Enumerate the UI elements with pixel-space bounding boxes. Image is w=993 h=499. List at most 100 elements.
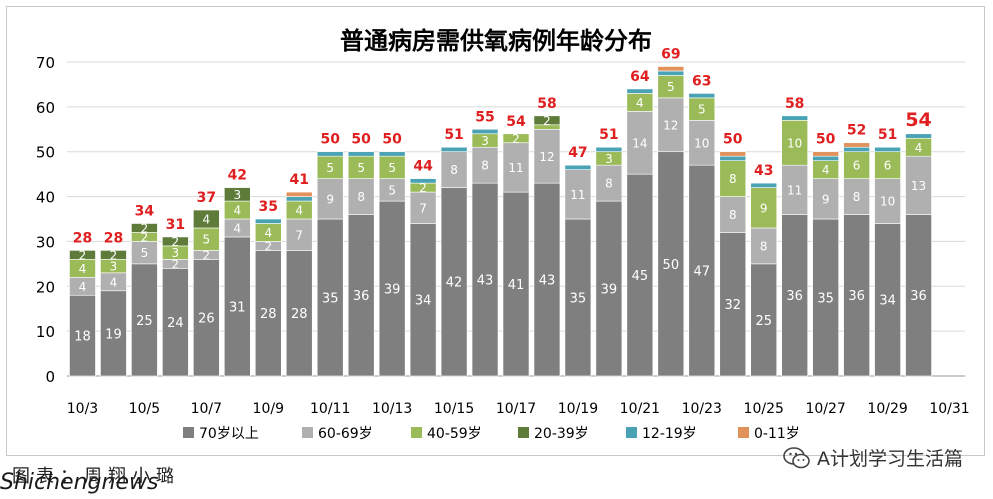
bar-segment	[254, 250, 282, 377]
x-tick-label: 10/17	[496, 401, 536, 417]
bar-segment	[131, 223, 158, 233]
bar-segment	[193, 259, 220, 377]
data-label: 3	[172, 246, 180, 260]
data-label: 13	[911, 179, 926, 193]
bar-segment	[285, 191, 313, 197]
data-label: 2	[543, 114, 551, 128]
data-label: 35	[322, 291, 339, 306]
bar-segment	[719, 160, 747, 197]
bar-segment	[812, 155, 839, 161]
chart-credit: 图表：周翔小璐	[12, 466, 180, 487]
data-label: 8	[481, 159, 489, 173]
bar-segment	[719, 155, 747, 161]
bar-segment	[285, 196, 313, 202]
x-tick-label: 10/15	[434, 401, 474, 417]
total-label: 43	[754, 163, 773, 179]
x-tick-label: 10/23	[682, 401, 722, 417]
data-label: 8	[450, 163, 458, 177]
legend: 70岁以上 60-69岁 40-59岁 20-39岁 12-19岁 0-11岁	[183, 426, 800, 442]
data-label: 5	[203, 233, 211, 247]
legend-label: 0-11岁	[754, 426, 800, 442]
legend-swatch	[411, 427, 422, 438]
data-label: 5	[698, 103, 706, 117]
total-label: 52	[847, 123, 866, 139]
data-label: 9	[822, 192, 830, 206]
data-label: 5	[326, 161, 334, 175]
data-label: 19	[105, 327, 122, 342]
data-label: 5	[667, 80, 675, 94]
bar-segment	[843, 142, 870, 148]
bar-segment	[564, 218, 592, 377]
data-label: 10	[787, 136, 802, 150]
total-label: 41	[289, 172, 308, 188]
bar-segment	[750, 182, 778, 188]
bar-segment	[874, 146, 901, 153]
data-label: 2	[172, 257, 180, 271]
legend-label: 60-69岁	[318, 426, 373, 442]
bar-segment	[254, 218, 282, 224]
data-label: 2	[203, 248, 211, 262]
data-label: 10	[880, 195, 895, 209]
data-label: 7	[295, 228, 303, 242]
total-label: 51	[878, 127, 897, 143]
bar-segment	[874, 178, 901, 224]
y-tick-label: 60	[36, 99, 55, 117]
bar-segment	[471, 128, 499, 135]
total-label: 44	[413, 159, 433, 175]
data-label: 34	[415, 294, 432, 309]
bar-segment	[440, 146, 468, 153]
data-label: 2	[110, 248, 118, 262]
data-label: 47	[694, 265, 711, 280]
bar-segment	[843, 151, 870, 179]
total-label: 54	[905, 109, 931, 131]
data-label: 36	[848, 289, 865, 304]
bar-segment	[471, 182, 499, 377]
bar-segment	[905, 133, 932, 139]
legend-swatch	[518, 427, 529, 438]
total-label: 69	[661, 46, 680, 62]
total-label: 47	[568, 145, 587, 161]
bar-segment	[409, 191, 437, 224]
bar-segment	[657, 97, 685, 153]
data-label: 2	[79, 248, 87, 262]
data-label: 5	[357, 161, 365, 175]
bar-segment	[657, 151, 685, 377]
x-tick-label: 10/13	[372, 401, 412, 417]
total-label: 50	[320, 132, 340, 148]
data-label: 5	[388, 161, 396, 175]
data-label: 4	[110, 275, 118, 289]
bar-segment	[533, 182, 561, 377]
data-label: 34	[879, 294, 896, 309]
data-label: 45	[632, 269, 649, 284]
x-tick-label: 10/21	[620, 401, 660, 417]
wechat-account-name: A计划学习生活篇	[817, 448, 963, 470]
total-label: 28	[73, 230, 92, 246]
data-label: 8	[760, 239, 768, 253]
data-label: 9	[326, 192, 334, 206]
bar-segment	[688, 164, 716, 377]
bar-segment	[843, 178, 870, 215]
total-label: 50	[816, 132, 836, 148]
data-label: 11	[787, 183, 802, 197]
data-label: 6	[853, 159, 861, 173]
data-label: 3	[481, 134, 489, 148]
data-label: 28	[291, 307, 308, 322]
data-label: 39	[601, 282, 618, 297]
bar-segment	[564, 164, 592, 170]
x-tick-label: 10/7	[191, 401, 222, 417]
data-label: 4	[915, 141, 923, 155]
bar-segment	[719, 151, 747, 157]
data-label: 36	[353, 289, 370, 304]
bar-segment	[69, 250, 96, 260]
data-label: 42	[446, 276, 463, 291]
data-label: 14	[632, 136, 647, 150]
data-label: 4	[233, 222, 241, 236]
bar-segment	[781, 115, 808, 121]
total-label: 35	[259, 199, 278, 215]
data-label: 5	[141, 246, 149, 260]
data-label: 25	[136, 314, 153, 329]
total-label: 54	[506, 114, 526, 130]
bar-segment	[626, 111, 654, 175]
data-label: 25	[755, 314, 772, 329]
x-tick-label: 10/9	[253, 401, 284, 417]
